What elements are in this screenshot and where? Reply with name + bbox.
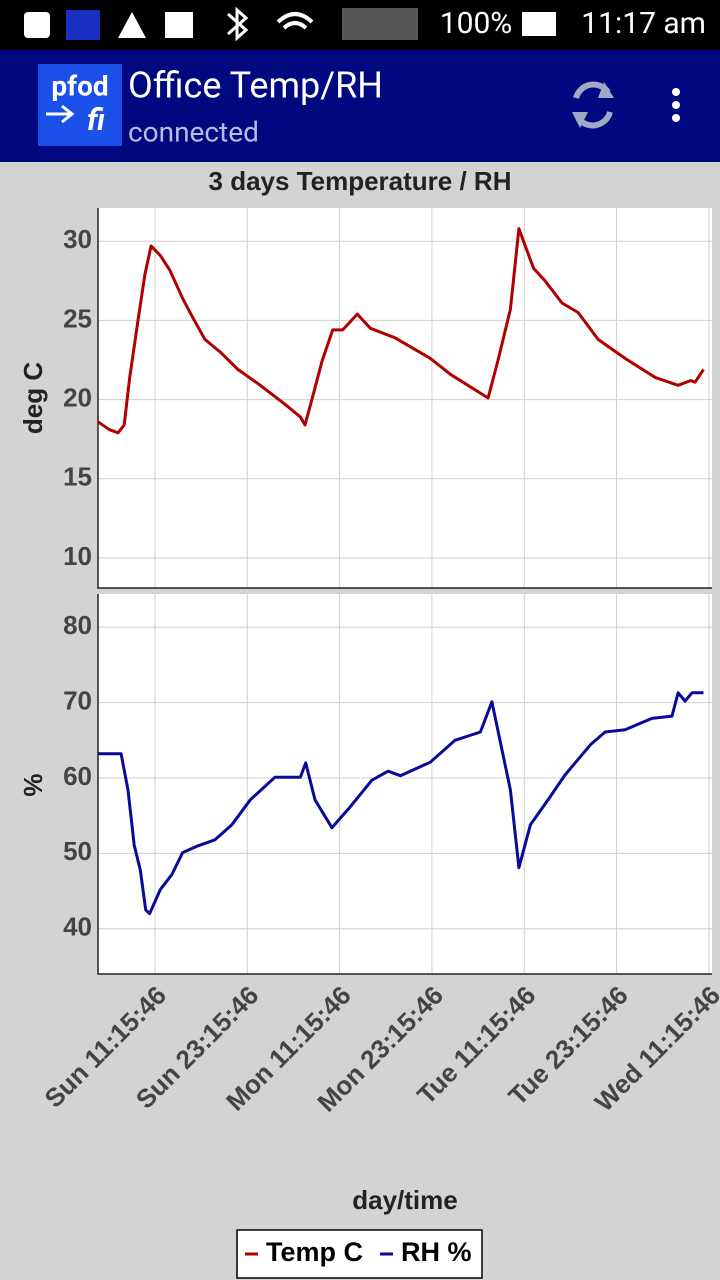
y-tick-label: 40 xyxy=(63,912,92,942)
legend-label: Temp C xyxy=(266,1237,363,1267)
bluetooth-icon xyxy=(227,6,249,42)
plot-area xyxy=(98,594,712,974)
menu-button[interactable] xyxy=(672,88,680,122)
logo-text: fi xyxy=(87,103,105,138)
refresh-button[interactable] xyxy=(572,81,614,129)
y-tick-label: 70 xyxy=(63,685,92,715)
axis-line xyxy=(97,208,712,589)
chart-title: 3 days Temperature / RH xyxy=(209,166,512,196)
app-logo xyxy=(38,64,122,146)
x-axis-label: day/time xyxy=(352,1185,458,1215)
status-icon xyxy=(165,12,193,38)
y-tick-label: 10 xyxy=(63,541,92,571)
clock: 11:17 am xyxy=(581,6,706,41)
status-icon xyxy=(118,12,146,38)
y-axis-label: % xyxy=(18,773,48,796)
app-title: Office Temp/RH xyxy=(128,65,383,107)
y-tick-label: 25 xyxy=(63,303,92,333)
logo-text: pfod xyxy=(51,69,108,102)
data-line xyxy=(97,227,705,435)
plot-area xyxy=(98,208,712,588)
status-icon xyxy=(66,10,100,40)
status-icon xyxy=(24,12,50,38)
data-line xyxy=(98,691,704,916)
battery-text: 100% xyxy=(440,6,513,41)
legend xyxy=(236,1229,483,1279)
y-axis-label: deg C xyxy=(18,362,48,434)
y-tick-label: 20 xyxy=(63,382,92,412)
y-tick-label: 15 xyxy=(63,462,92,492)
wifi-icon xyxy=(276,12,314,30)
axis-line xyxy=(97,594,712,975)
y-tick-label: 50 xyxy=(63,836,92,866)
battery-icon xyxy=(522,12,556,36)
logo-arrow xyxy=(46,104,75,124)
y-tick-label: 60 xyxy=(63,761,92,791)
y-tick-label: 80 xyxy=(63,610,92,640)
legend-label: RH % xyxy=(401,1237,472,1267)
app-subtitle: connected xyxy=(128,115,259,148)
signal-icon xyxy=(342,8,418,40)
y-tick-label: 30 xyxy=(63,224,92,254)
